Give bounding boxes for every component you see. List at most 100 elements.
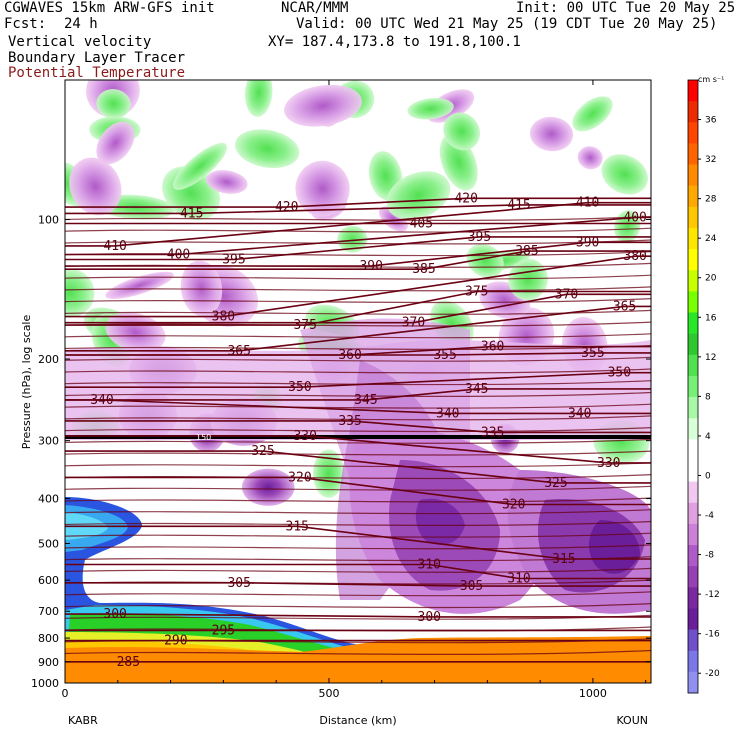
isentrope-label: 410 xyxy=(103,239,126,254)
y-tick-label: 800 xyxy=(38,632,59,645)
isentrope-label: 305 xyxy=(460,579,483,594)
colorbar-tick-label: 36 xyxy=(705,116,717,126)
y-tick-label: 1000 xyxy=(31,677,59,690)
isentrope-label: 320 xyxy=(288,470,311,485)
isentrope-415 xyxy=(65,204,651,215)
colorbar-swatch xyxy=(688,333,698,356)
isentrope-label: 405 xyxy=(410,217,433,232)
isentrope-line xyxy=(65,579,651,585)
isentrope-line xyxy=(65,649,651,655)
isentrope-line xyxy=(65,227,651,233)
colorbar-tick-label: 16 xyxy=(705,313,717,323)
downdraft-cell xyxy=(295,160,350,217)
isentrope-label: 370 xyxy=(555,287,578,302)
isentrope-line xyxy=(65,556,651,562)
isentrope-label: 355 xyxy=(581,346,604,361)
isentrope-line xyxy=(65,215,651,221)
isentrope-310 xyxy=(65,563,651,580)
isentrope-line xyxy=(65,485,651,491)
isentrope-label: 335 xyxy=(481,425,504,440)
colorbar-swatch xyxy=(688,312,698,335)
isentrope-line xyxy=(65,567,651,573)
colorbar-tick-label: -16 xyxy=(705,630,720,640)
isentrope-label: 345 xyxy=(354,393,377,408)
isentrope-label: 400 xyxy=(623,210,646,225)
colorbar-swatch xyxy=(688,249,698,271)
isentrope-line xyxy=(65,380,651,386)
model-title: CGWAVES 15km ARW-GFS init xyxy=(4,0,215,16)
isentrope-line xyxy=(65,438,651,444)
isentrope-line xyxy=(65,450,651,456)
isentrope-410 xyxy=(65,201,651,247)
isentrope-330 xyxy=(65,435,651,464)
isentrope-line xyxy=(65,509,651,515)
isentrope-label: 375 xyxy=(293,318,316,333)
isentrope-label: 355 xyxy=(433,348,456,363)
x-tick-label: 0 xyxy=(62,687,69,700)
colorbar-swatch xyxy=(688,481,698,504)
isentrope-line xyxy=(65,603,651,609)
downdraft-cell xyxy=(577,146,603,170)
isentrope-label: 345 xyxy=(465,382,488,397)
isentrope-line xyxy=(65,427,651,433)
isentrope-line xyxy=(65,626,651,632)
isentrope-label: 335 xyxy=(338,414,361,429)
isentrope-label: 290 xyxy=(164,634,187,649)
isentrope-420 xyxy=(65,197,651,208)
isentrope-label: 365 xyxy=(227,344,250,359)
colorbar-swatch xyxy=(688,523,698,546)
updraft-cell xyxy=(96,89,131,119)
isentrope-line xyxy=(65,544,651,550)
updraft-cell xyxy=(407,98,454,120)
downdraft-cell xyxy=(378,206,408,232)
colorbar-swatch xyxy=(688,206,698,229)
colorbar-tick-label: -20 xyxy=(705,669,720,679)
colorbar-swatch xyxy=(688,122,698,144)
colorbar-tick-label: 20 xyxy=(705,274,717,284)
colorbar-swatch xyxy=(688,502,698,525)
isentrope-label: 340 xyxy=(436,406,459,421)
isentrope-label: 330 xyxy=(293,429,316,444)
updraft-cell xyxy=(572,96,613,132)
y-axis-label: Pressure (hPa), log scale xyxy=(20,315,33,450)
isentrope-365 xyxy=(65,305,651,352)
isentrope-label: 375 xyxy=(465,285,488,300)
y-tick-label: 700 xyxy=(38,605,59,618)
colorbar-swatch xyxy=(688,185,698,208)
isentrope-label: 330 xyxy=(597,456,620,471)
isentrope-label: 420 xyxy=(454,191,477,206)
colorbar-swatch xyxy=(688,397,698,419)
isentrope-line xyxy=(65,356,651,362)
x-tick-label: 500 xyxy=(318,687,339,700)
colorbar-swatch xyxy=(688,439,698,461)
downdraft-cell xyxy=(69,157,122,216)
terrain xyxy=(65,636,651,683)
downdraft-cell xyxy=(284,84,362,127)
downdraft-cell xyxy=(96,121,135,165)
colorbar-swatch xyxy=(688,566,698,588)
isentrope-line xyxy=(65,462,651,468)
isentrope-385 xyxy=(65,250,651,270)
colorbar-tick-label: 28 xyxy=(705,195,717,205)
isentrope-label: 380 xyxy=(623,249,646,264)
isentrope-line xyxy=(65,520,651,526)
colorbar-tick-label: 8 xyxy=(705,392,711,402)
isentrope-line xyxy=(65,239,651,245)
downdraft-cell xyxy=(206,170,248,194)
colorbar-swatch xyxy=(688,143,698,166)
colorbar-tick-label: -12 xyxy=(705,590,720,600)
colorbar-tick-label: 0 xyxy=(705,471,711,481)
colorbar-swatch xyxy=(688,629,698,652)
isentrope-label: 340 xyxy=(568,406,591,421)
isentrope-label: 305 xyxy=(227,576,250,591)
isentrope-380 xyxy=(65,255,651,318)
y-tick-label: 400 xyxy=(38,493,59,506)
isentrope-370 xyxy=(65,293,651,324)
isentrope-line xyxy=(65,403,651,409)
colorbar-swatch xyxy=(688,354,698,377)
theta-isentropes xyxy=(65,197,651,663)
isentrope-label: 295 xyxy=(212,623,235,638)
colorbar-swatch xyxy=(688,545,698,567)
